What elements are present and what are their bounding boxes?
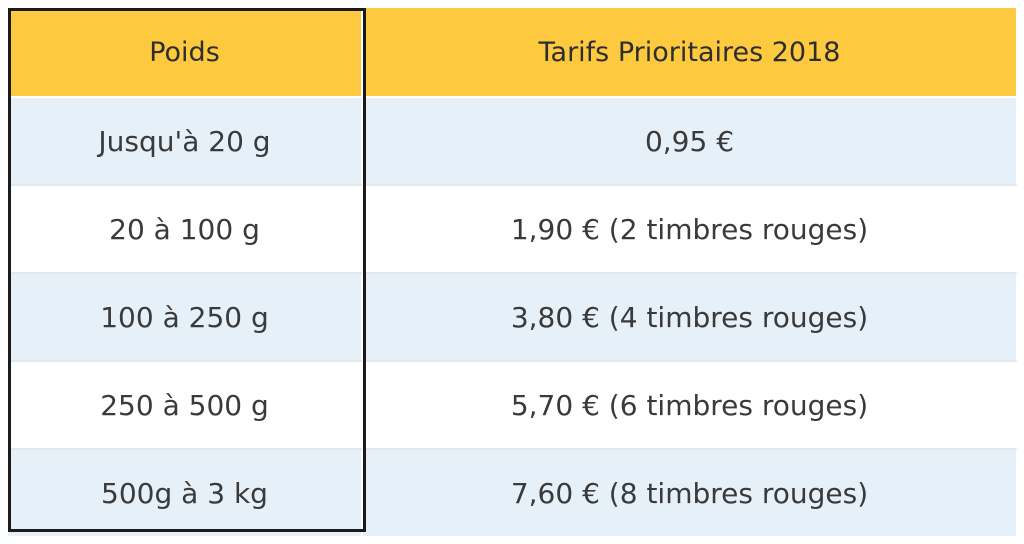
weight-cell: 20 à 100 g xyxy=(8,186,363,274)
table-row: 100 à 250 g 3,80 € (4 timbres rouges) xyxy=(8,274,1018,362)
price-cell: 5,70 € (6 timbres rouges) xyxy=(363,362,1018,450)
weight-cell: 250 à 500 g xyxy=(8,362,363,450)
price-cell: 3,80 € (4 timbres rouges) xyxy=(363,274,1018,362)
header-rates: Tarifs Prioritaires 2018 xyxy=(363,8,1018,98)
header-weight: Poids xyxy=(8,8,363,98)
weight-cell: 100 à 250 g xyxy=(8,274,363,362)
table-row: 250 à 500 g 5,70 € (6 timbres rouges) xyxy=(8,362,1018,450)
price-cell: 7,60 € (8 timbres rouges) xyxy=(363,450,1018,536)
table-row: Jusqu'à 20 g 0,95 € xyxy=(8,98,1018,186)
price-cell: 0,95 € xyxy=(363,98,1018,186)
weight-cell: Jusqu'à 20 g xyxy=(8,98,363,186)
table-header-row: Poids Tarifs Prioritaires 2018 xyxy=(8,8,1018,98)
table-row: 20 à 100 g 1,90 € (2 timbres rouges) xyxy=(8,186,1018,274)
weight-cell: 500g à 3 kg xyxy=(8,450,363,536)
pricing-table: Poids Tarifs Prioritaires 2018 Jusqu'à 2… xyxy=(8,8,1018,536)
pricing-table-container: Poids Tarifs Prioritaires 2018 Jusqu'à 2… xyxy=(8,8,1018,536)
price-cell: 1,90 € (2 timbres rouges) xyxy=(363,186,1018,274)
table-row: 500g à 3 kg 7,60 € (8 timbres rouges) xyxy=(8,450,1018,536)
